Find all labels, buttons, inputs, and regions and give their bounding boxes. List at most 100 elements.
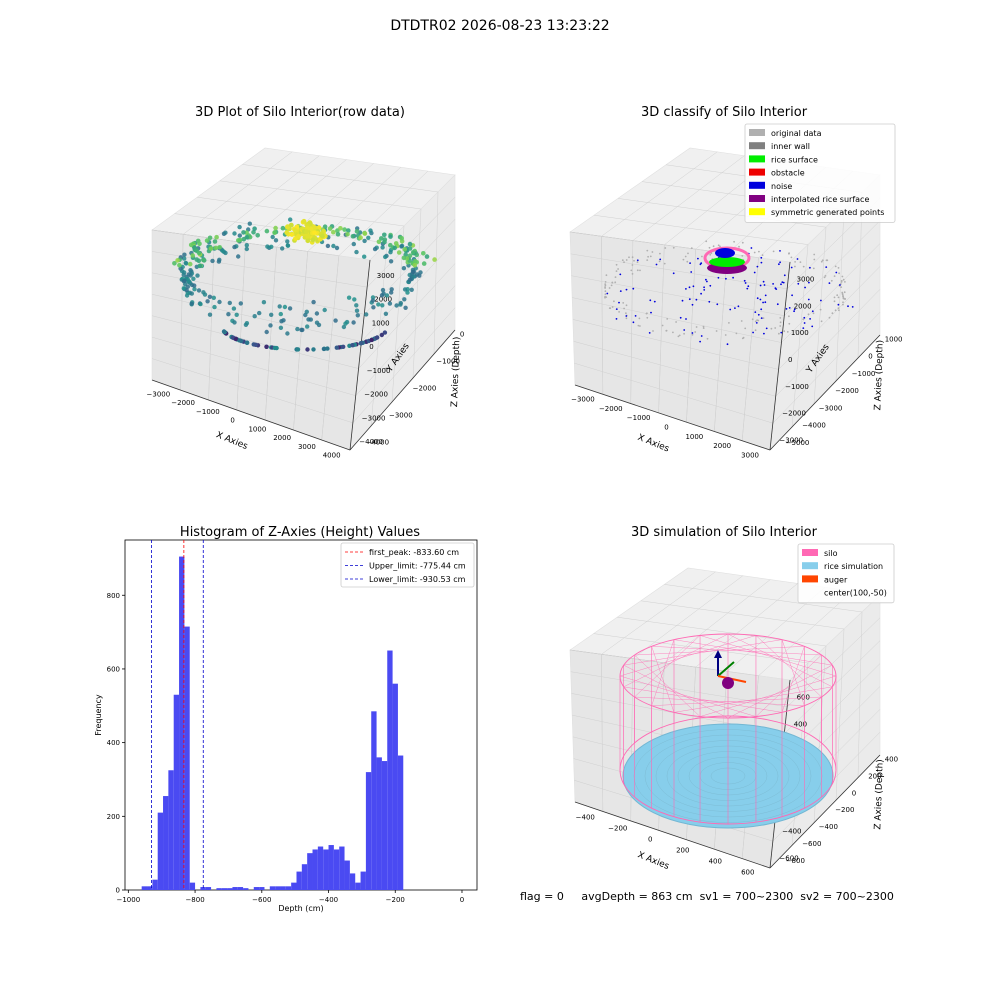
data-point	[838, 309, 840, 312]
data-point	[201, 290, 206, 295]
histogram-bar	[179, 556, 185, 890]
histogram-bar	[243, 888, 249, 890]
data-point	[740, 320, 743, 322]
data-point	[632, 321, 635, 324]
panel2-3d-classify: −3000 −2000 −1000 0 1000 2000 3000 −3000 −2000 −1…	[569, 123, 903, 459]
sv1-text: sv1 = 700~2300	[699, 890, 794, 903]
data-point	[320, 233, 325, 239]
data-point	[819, 308, 822, 311]
data-point	[351, 241, 356, 247]
data-point	[382, 232, 387, 238]
histogram-bar	[296, 871, 302, 890]
data-point	[251, 230, 256, 235]
data-point	[417, 273, 422, 278]
data-point	[338, 226, 343, 231]
noise-cluster	[715, 248, 735, 258]
data-point	[611, 306, 614, 308]
data-point	[182, 270, 187, 275]
data-point	[834, 265, 837, 268]
data-point	[252, 314, 257, 319]
grid-line	[151, 251, 368, 288]
data-point	[623, 261, 625, 264]
data-point	[189, 291, 194, 296]
data-point	[821, 259, 824, 262]
data-point	[807, 313, 810, 316]
y-tick-label: −3000	[362, 414, 386, 422]
data-point	[175, 258, 180, 263]
data-point	[622, 302, 625, 304]
data-point	[783, 330, 786, 333]
data-point	[618, 301, 620, 304]
data-point	[333, 318, 338, 323]
data-point	[284, 230, 290, 236]
data-point	[196, 250, 202, 256]
data-point	[691, 303, 694, 306]
grid-line	[772, 311, 881, 424]
data-point	[823, 276, 826, 279]
data-point	[273, 238, 279, 243]
x-tick-label: 0	[648, 836, 652, 844]
histogram-bar	[227, 888, 233, 890]
data-point	[636, 269, 639, 272]
data-point	[841, 291, 844, 294]
data-point	[295, 347, 301, 352]
histogram-bar	[275, 886, 281, 890]
data-point	[757, 313, 760, 316]
auger-y	[717, 661, 735, 677]
data-point	[208, 246, 214, 251]
data-point	[379, 332, 384, 338]
x-tick-label: −200	[386, 896, 405, 904]
data-point	[604, 286, 606, 288]
x-tick-label: −1000	[196, 408, 220, 416]
data-point	[312, 225, 318, 230]
z-tick-label: −400	[819, 823, 838, 831]
histogram-bar	[189, 882, 196, 890]
data-point	[237, 338, 242, 343]
grid-line	[601, 571, 716, 655]
y-tick-label: 400	[794, 720, 807, 728]
legend-label: center(100,-50)	[824, 589, 887, 598]
grid-line	[151, 358, 353, 424]
x-tick-label: −2000	[599, 405, 623, 413]
data-point	[278, 311, 283, 317]
legend-swatch	[749, 181, 765, 189]
z-axis-label: Z Axies (Depth)	[873, 340, 885, 411]
data-point	[252, 226, 257, 231]
z-tick-label: −4000	[802, 422, 826, 430]
data-point	[728, 322, 730, 324]
data-point	[834, 309, 837, 312]
data-point	[388, 242, 393, 248]
grid-line	[151, 336, 356, 396]
y-tick-label: 3000	[797, 275, 815, 283]
silo-wire	[727, 633, 833, 688]
data-point	[234, 312, 239, 317]
z-tick-label: 400	[885, 755, 898, 763]
data-point	[345, 232, 350, 237]
data-point	[788, 322, 791, 325]
data-point	[264, 228, 270, 234]
data-point	[760, 261, 763, 264]
z-tick-label: 0	[852, 789, 856, 797]
data-point	[839, 284, 841, 286]
histogram-bar	[232, 887, 238, 890]
data-point	[325, 243, 331, 249]
data-point	[717, 276, 720, 279]
data-point	[407, 277, 413, 282]
y-tick-label: 600	[797, 693, 810, 701]
data-point	[285, 331, 290, 336]
data-point	[388, 234, 393, 239]
data-point	[198, 301, 203, 307]
data-point	[772, 250, 775, 253]
data-point	[247, 221, 252, 226]
data-point	[779, 261, 781, 264]
data-point	[705, 278, 707, 281]
grid-line	[573, 341, 776, 397]
histogram-bar	[360, 871, 366, 890]
data-point	[232, 320, 237, 325]
grid-line	[151, 294, 362, 342]
data-point	[788, 252, 790, 255]
data-point	[604, 284, 607, 287]
panel2-legend-box	[744, 123, 896, 223]
grid-line	[758, 590, 853, 676]
data-point	[776, 303, 779, 306]
